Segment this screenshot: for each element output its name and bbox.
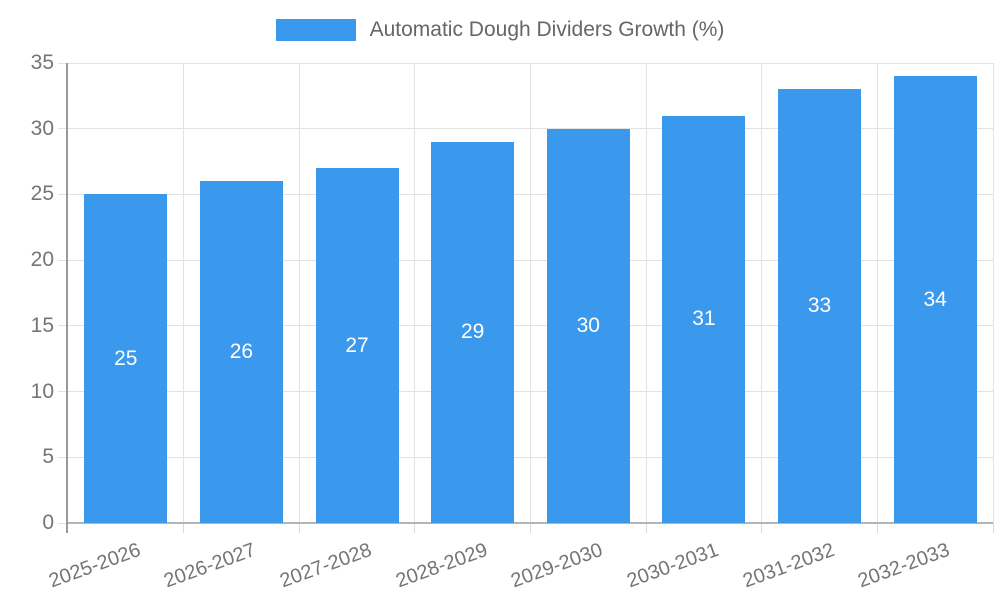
y-axis-line bbox=[66, 63, 68, 533]
bar[interactable]: 25 bbox=[84, 194, 168, 523]
bar-value-label: 30 bbox=[576, 313, 600, 337]
bar[interactable]: 26 bbox=[199, 181, 283, 523]
y-axis-tick-label: 5 bbox=[42, 445, 54, 469]
x-axis-tick-label: 2030-2031 bbox=[624, 538, 722, 593]
x-gridline bbox=[414, 63, 416, 523]
y-gridline bbox=[58, 259, 993, 261]
y-gridline bbox=[58, 325, 993, 327]
x-axis-tick bbox=[761, 523, 763, 533]
x-axis-tick-label: 2027-2028 bbox=[277, 538, 375, 593]
y-axis-tick-label: 20 bbox=[30, 248, 54, 272]
legend-swatch bbox=[275, 19, 356, 41]
x-axis-tick-label: 2029-2030 bbox=[508, 538, 606, 593]
bar[interactable]: 27 bbox=[315, 168, 399, 523]
x-axis-tick bbox=[530, 523, 531, 533]
chart-legend[interactable]: Automatic Dough Dividers Growth (%) bbox=[0, 18, 1000, 42]
x-axis-tick bbox=[992, 523, 994, 533]
x-axis-tick-label: 2026-2027 bbox=[161, 538, 259, 593]
bar-value-label: 31 bbox=[692, 307, 716, 331]
x-axis-tick-label: 2025-2026 bbox=[45, 538, 144, 593]
x-axis-tick-label: 2031-2032 bbox=[739, 538, 838, 593]
x-gridline bbox=[530, 63, 531, 523]
y-axis-tick-label: 10 bbox=[30, 379, 54, 403]
x-gridline bbox=[298, 63, 300, 523]
y-axis-tick-label: 30 bbox=[30, 116, 54, 140]
y-axis-tick-label: 15 bbox=[30, 313, 54, 337]
y-axis-tick-label: 35 bbox=[30, 51, 54, 74]
y-axis-tick-label: 25 bbox=[30, 182, 54, 206]
x-gridline bbox=[876, 63, 878, 523]
x-axis-tick-label: 2028-2029 bbox=[392, 538, 491, 593]
bar[interactable]: 29 bbox=[431, 141, 515, 523]
bar[interactable]: 33 bbox=[778, 89, 862, 523]
x-axis-tick bbox=[876, 523, 878, 533]
x-axis-tick bbox=[183, 523, 185, 533]
y-gridline bbox=[58, 391, 993, 393]
x-axis-tick-label: 2032-2033 bbox=[855, 538, 953, 593]
bar[interactable]: 31 bbox=[662, 115, 746, 523]
bar-value-label: 29 bbox=[461, 320, 485, 344]
x-axis-tick bbox=[645, 523, 647, 533]
x-gridline bbox=[645, 63, 647, 523]
x-gridline bbox=[992, 63, 994, 523]
x-gridline bbox=[183, 63, 185, 523]
y-axis-tick-label: 0 bbox=[42, 511, 54, 534]
x-gridline bbox=[761, 63, 763, 523]
bar[interactable]: 30 bbox=[546, 128, 630, 523]
x-axis-tick bbox=[298, 523, 300, 533]
x-axis-line bbox=[68, 522, 993, 524]
x-axis-tick bbox=[414, 523, 416, 533]
y-gridline bbox=[58, 128, 993, 130]
y-gridline bbox=[58, 193, 993, 195]
bar[interactable]: 34 bbox=[893, 76, 977, 523]
bar-value-label: 26 bbox=[229, 340, 254, 364]
bar-value-label: 34 bbox=[923, 287, 947, 311]
legend-label: Automatic Dough Dividers Growth (%) bbox=[369, 18, 725, 41]
bar-value-label: 33 bbox=[807, 294, 832, 318]
bar-value-label: 27 bbox=[345, 333, 369, 357]
y-gridline bbox=[58, 62, 993, 64]
y-gridline bbox=[58, 456, 993, 458]
bar-value-label: 25 bbox=[114, 346, 138, 370]
